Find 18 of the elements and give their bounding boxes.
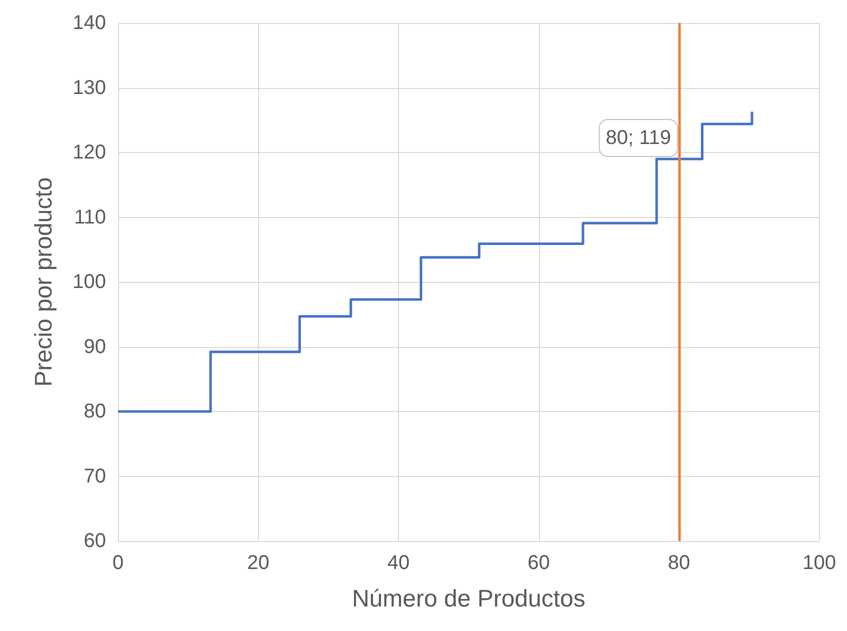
y-tick-label: 80 [84, 400, 106, 422]
x-tick-label: 100 [802, 552, 836, 574]
y-tick-label: 130 [72, 76, 106, 99]
y-tick-label: 120 [72, 142, 106, 164]
x-tick-label: 20 [247, 552, 270, 574]
y-tick-label: 60 [84, 530, 106, 552]
x-tick-label: 0 [112, 552, 124, 574]
y-axis-title: Precio por producto [30, 177, 58, 387]
x-tick-label: 60 [528, 552, 550, 574]
y-tick-label: 140 [72, 12, 106, 34]
annotation: 80; 119 [606, 126, 672, 149]
x-tick-label: 80 [668, 552, 690, 574]
x-tick-label: 40 [387, 552, 410, 574]
y-tick-label: 70 [84, 465, 106, 488]
y-tick-label: 110 [74, 206, 106, 228]
y-tick-label: 100 [72, 271, 106, 293]
y-tick-label: 90 [84, 336, 106, 358]
x-axis-title: Número de Productos [352, 586, 586, 612]
